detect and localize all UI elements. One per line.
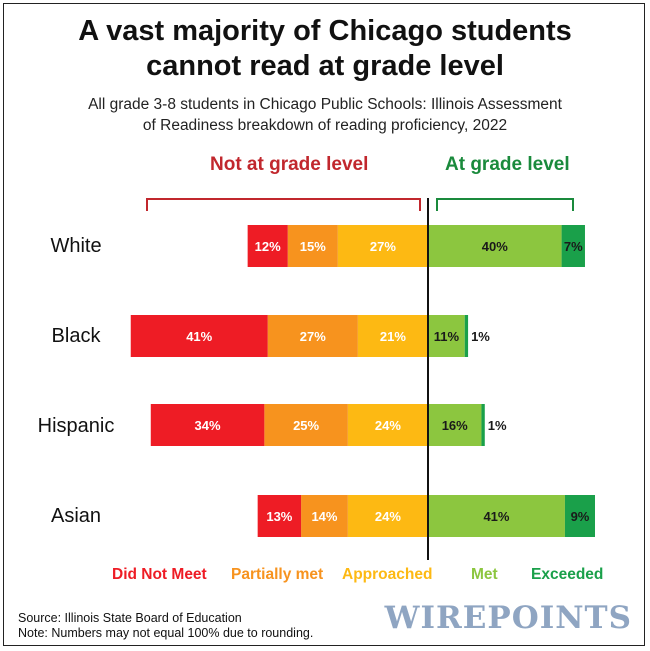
legend-exceeded: Exceeded [531,566,604,583]
data-label-asian-met: 41% [483,509,509,524]
data-label-hispanic-approached: 24% [375,418,401,433]
data-label-black-met: 11% [434,329,460,344]
data-label-black-approached: 21% [380,329,406,344]
bar-asian-met [428,495,565,537]
at-grade-level-label: At grade level [445,154,570,175]
data-label-white-did-not-meet: 12% [255,239,281,254]
bar-asian-exceeded [564,495,595,537]
bar-black-did-not-meet [130,315,268,357]
bar-asian-approached [347,495,428,537]
bar-hispanic-exceeded [481,404,485,446]
at-grade-level-bracket [436,198,574,211]
bar-asian-did-not-meet [257,495,302,537]
data-label-asian-approached: 24% [375,509,401,524]
legend-approached: Approached [342,566,433,583]
source-note: Source: Illinois State Board of Educatio… [18,611,242,625]
bar-asian-partially-met [301,495,348,537]
not-at-grade-level-label: Not at grade level [210,154,369,175]
wirepoints-logo: WIREPOINTS [384,600,632,636]
bar-hispanic-did-not-meet [150,404,265,446]
data-label-asian-partially-met: 14% [311,509,337,524]
bar-white-did-not-meet [247,225,288,267]
bar-hispanic-partially-met [264,404,348,446]
data-label-black-partially-met: 27% [300,329,326,344]
data-label-white-approached: 27% [370,239,396,254]
bar-white-approached [337,225,428,267]
data-label-white-partially-met: 15% [300,239,326,254]
rounding-note: Note: Numbers may not equal 100% due to … [18,626,314,640]
data-label-hispanic-met: 16% [442,418,468,433]
subtitle-line-1: All grade 3-8 students in Chicago Public… [88,96,562,113]
bar-black-partially-met [267,315,358,357]
legend-partially-met: Partially met [231,566,324,583]
bar-black-approached [357,315,428,357]
data-label-white-met: 40% [482,239,508,254]
data-label-black-did-not-meet: 41% [186,329,212,344]
category-label-hispanic: Hispanic [37,415,115,437]
data-label-hispanic-exceeded: 1% [488,418,507,433]
chart-title: A vast majority of Chicago students cann… [0,14,650,84]
legend-met: Met [471,566,498,583]
chart-frame [3,3,645,646]
bar-white-partially-met [287,225,338,267]
data-label-asian-exceeded: 9% [571,509,590,524]
title-line-2: cannot read at grade level [146,50,504,82]
data-label-hispanic-partially-met: 25% [293,418,319,433]
bar-black-exceeded [464,315,469,357]
data-label-asian-did-not-meet: 13% [266,509,292,524]
legend-did-not-meet: Did Not Meet [112,566,207,583]
data-label-hispanic-did-not-meet: 34% [195,418,221,433]
bar-black-met [428,315,465,357]
bar-white-met [428,225,562,267]
bar-hispanic-approached [347,404,428,446]
chart-subtitle: All grade 3-8 students in Chicago Public… [0,94,650,136]
category-label-asian: Asian [50,505,102,527]
subtitle-line-2: of Readiness breakdown of reading profic… [142,117,508,134]
category-label-white: White [50,235,102,257]
bar-hispanic-met [428,404,482,446]
not-at-grade-level-bracket [146,198,421,211]
data-label-white-exceeded: 7% [564,239,583,254]
category-label-black: Black [51,325,101,347]
title-line-1: A vast majority of Chicago students [78,15,572,47]
bar-white-exceeded [561,225,585,267]
data-label-black-exceeded: 1% [471,329,490,344]
